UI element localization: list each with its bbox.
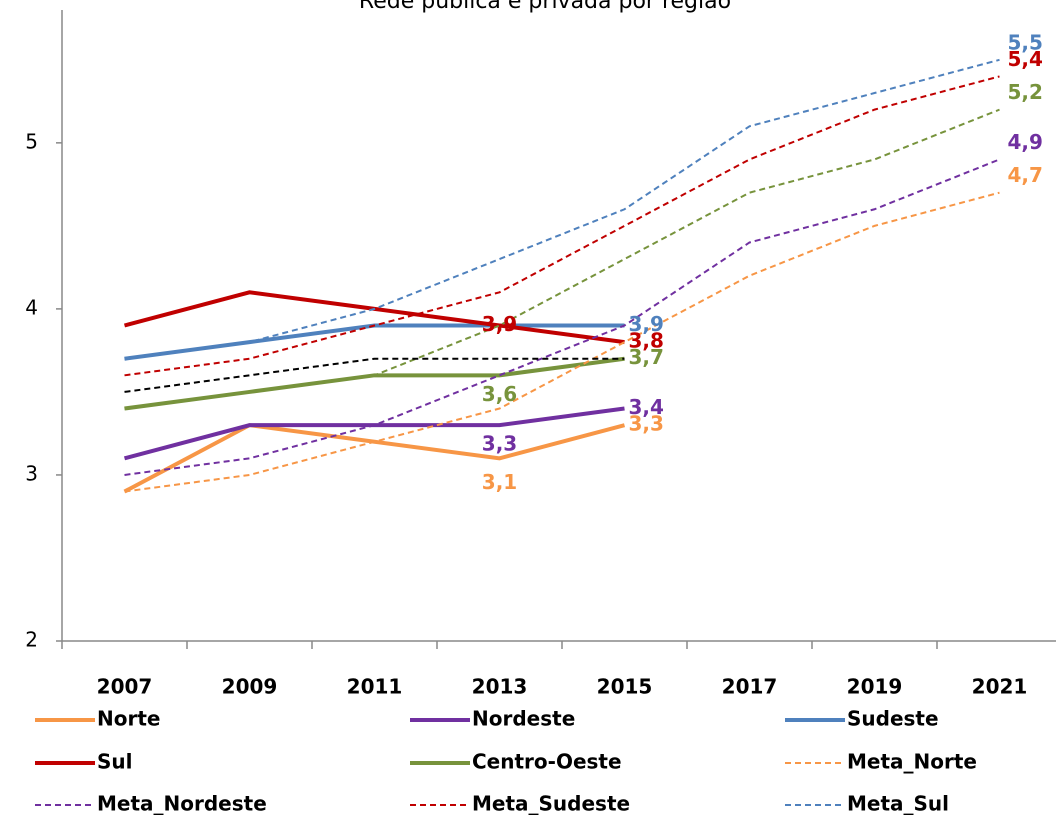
data-label: 3,9 — [482, 312, 517, 336]
legend-label: Nordeste — [472, 707, 575, 731]
series-line — [124, 357, 625, 393]
chart-title: Rede pública e privada por região — [359, 0, 731, 14]
legend-label: Meta_Sudeste — [472, 792, 630, 815]
data-label: 5,4 — [1008, 47, 1043, 71]
data-label: 3,9 — [629, 312, 664, 336]
data-label: 3,6 — [482, 382, 517, 406]
x-tick-label: 2017 — [722, 675, 778, 699]
data-label: 3,1 — [482, 470, 517, 494]
data-label: 5,2 — [1008, 80, 1043, 104]
data-label: 3,8 — [629, 329, 664, 353]
data-label: 4,9 — [1008, 130, 1043, 154]
legend-label: Meta_Nordeste — [97, 792, 267, 815]
x-tick-label: 2019 — [847, 675, 903, 699]
legend-label: Sudeste — [847, 707, 939, 731]
legend-label: Norte — [97, 707, 160, 731]
y-tick-label: 3 — [25, 461, 38, 485]
legend-label: Meta_Norte — [847, 750, 977, 774]
legend-label: Sul — [97, 750, 133, 774]
data-label: 5,5 — [1008, 30, 1043, 54]
x-tick-label: 2007 — [97, 675, 153, 699]
series-line — [124, 158, 1000, 476]
x-tick-label: 2021 — [972, 675, 1028, 699]
data-label: 3,4 — [629, 395, 664, 419]
legend-label: Meta_Sul — [847, 792, 949, 815]
series-line — [124, 191, 1000, 493]
x-tick-label: 2011 — [347, 675, 403, 699]
x-tick-label: 2009 — [222, 675, 278, 699]
y-tick-label: 2 — [25, 628, 38, 652]
series-line — [124, 58, 1000, 360]
data-label: 3,3 — [482, 432, 517, 456]
x-tick-label: 2013 — [472, 675, 528, 699]
x-tick-label: 2015 — [597, 675, 653, 699]
y-tick-label: 4 — [25, 295, 38, 319]
y-tick-label: 5 — [25, 129, 38, 153]
data-label: 3,3 — [629, 412, 664, 436]
data-label: 3,7 — [629, 345, 664, 369]
series-line — [124, 75, 1000, 377]
data-label: 4,7 — [1008, 163, 1043, 187]
legend-label: Centro-Oeste — [472, 750, 622, 774]
